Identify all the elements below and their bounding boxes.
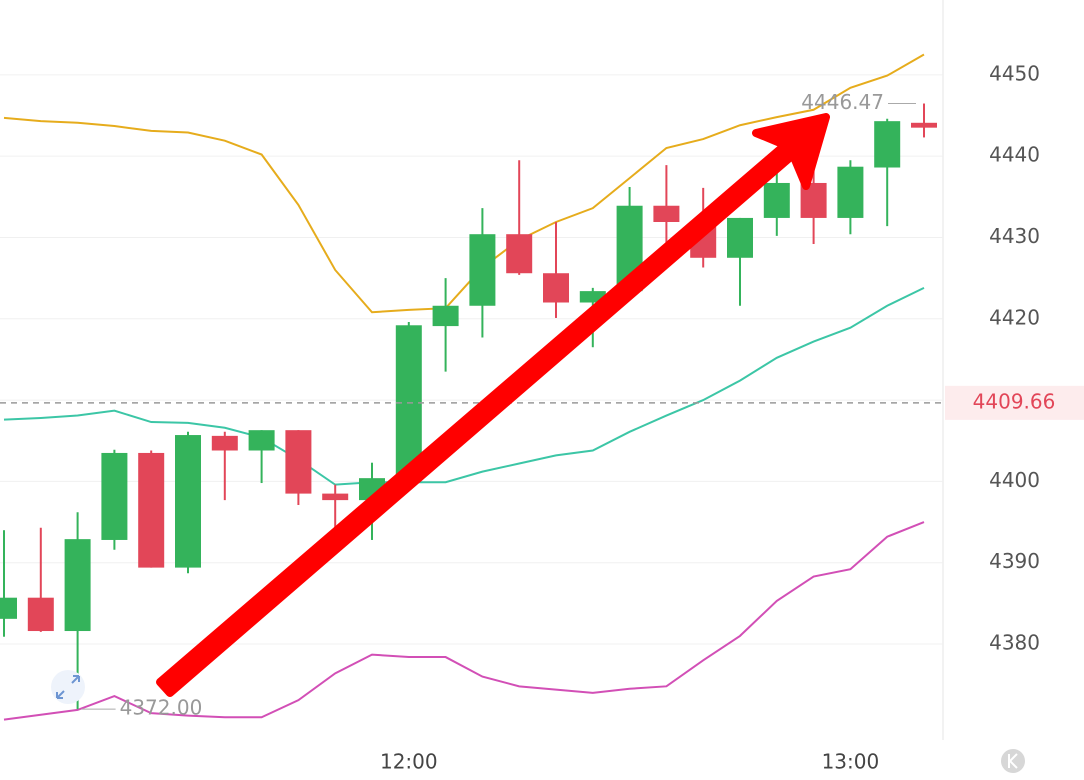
k-bg[interactable]: [1001, 749, 1025, 773]
current-price-label: 4409.66: [973, 389, 1056, 413]
low-marker-label: 4372.00: [120, 696, 203, 720]
y-tick-label: 4390: [989, 549, 1040, 573]
candle-body: [469, 234, 496, 306]
candle-body: [248, 430, 275, 451]
high-marker-label: 4446.47: [801, 90, 884, 114]
candle-body: [911, 122, 937, 128]
expand-glyph[interactable]: [56, 675, 80, 699]
candle-body: [0, 597, 17, 619]
current-price-bg: [945, 385, 1084, 420]
expand-bg[interactable]: [51, 670, 85, 704]
band-line: [3, 53, 925, 314]
k-button[interactable]: [1001, 749, 1025, 773]
y-tick-label: 4380: [989, 631, 1040, 655]
candle-body: [653, 205, 680, 222]
candle-body: [211, 435, 238, 451]
trend-arrow: [156, 113, 830, 697]
y-tick-label: 4420: [989, 305, 1040, 329]
x-tick-label: 13:00: [822, 750, 880, 774]
candle-body: [138, 452, 165, 568]
band-line: [3, 521, 925, 721]
candle-body: [874, 121, 901, 168]
candle-body: [543, 273, 569, 303]
candle-body: [322, 493, 349, 501]
k-glyph[interactable]: [1008, 753, 1018, 769]
candle-body: [285, 430, 312, 494]
candle-body: [175, 435, 201, 568]
candle-body: [101, 452, 128, 540]
candle-body: [727, 217, 753, 258]
y-tick-label: 4400: [989, 468, 1040, 492]
y-tick-label: 4450: [989, 61, 1040, 85]
y-tick-label: 4430: [989, 224, 1040, 248]
candle-body: [395, 325, 422, 479]
candle-body: [506, 234, 533, 274]
x-tick-label: 12:00: [380, 750, 438, 774]
y-tick-label: 4440: [989, 143, 1040, 167]
candle-body: [64, 539, 91, 632]
expand-icon[interactable]: [51, 670, 85, 704]
candle-body: [837, 166, 864, 218]
candle-body: [579, 291, 606, 303]
candle-body: [27, 597, 54, 632]
candle-body: [763, 182, 790, 218]
band-line: [3, 286, 925, 486]
candle-body: [432, 305, 459, 327]
plot: 4380439044004410442044304440445012:0013:…: [0, 53, 1040, 774]
